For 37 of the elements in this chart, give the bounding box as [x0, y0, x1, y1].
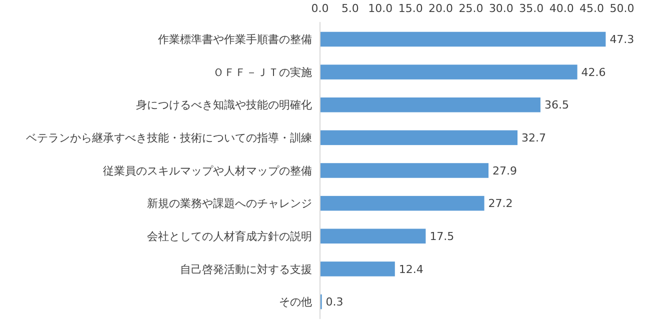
bar [320, 262, 395, 276]
x-tick-label: 15.0 [398, 2, 423, 15]
y-tick-label: その他 [279, 296, 312, 309]
bar [320, 97, 540, 112]
x-tick-label: 45.0 [580, 2, 604, 15]
y-tick-label: 自己啓発活動に対する支援 [180, 262, 312, 276]
x-tick-label: 10.0 [368, 2, 393, 15]
data-label: 32.7 [522, 132, 546, 145]
x-tick-label: 20.0 [428, 2, 454, 15]
y-tick-label: 従業員のスキルマップや人材マップの整備 [103, 164, 312, 178]
bar [320, 163, 489, 178]
y-tick-label: 会社としての人材育成方針の説明 [147, 230, 312, 243]
x-tick-label: 35.0 [519, 2, 544, 15]
x-tick-label: 0.0 [311, 2, 329, 15]
y-tick-label: 身につけるべき知識や技能の明確化 [136, 98, 312, 112]
x-tick-label: 25.0 [458, 2, 484, 15]
x-tick-label: 5.0 [341, 2, 359, 15]
y-tick-label: 作業標準書や作業手順書の整備 [157, 33, 312, 46]
y-tick-label: ベテランから継承すべき技能・技術についての指導・訓練 [26, 132, 312, 145]
data-label: 27.2 [488, 197, 513, 210]
y-tick-label: 新規の業務や課題へのチャレンジ [147, 197, 312, 210]
bar [320, 32, 606, 47]
data-label: 12.4 [398, 262, 424, 276]
bar [320, 196, 484, 211]
data-label: 27.9 [492, 164, 518, 178]
bar [320, 228, 426, 244]
data-label: 0.3 [326, 296, 344, 309]
data-label: 42.6 [581, 66, 606, 79]
data-label: 36.5 [544, 98, 569, 112]
y-tick-label: ＯＦＦ－ＪＴの実施 [213, 66, 312, 79]
x-tick-label: 50.0 [610, 2, 634, 15]
bar [320, 130, 518, 146]
data-label: 17.5 [430, 230, 454, 243]
x-tick-label: 30.0 [488, 2, 514, 15]
data-label: 47.3 [610, 33, 634, 46]
bar [320, 64, 578, 80]
x-tick-label: 40.0 [549, 2, 574, 15]
